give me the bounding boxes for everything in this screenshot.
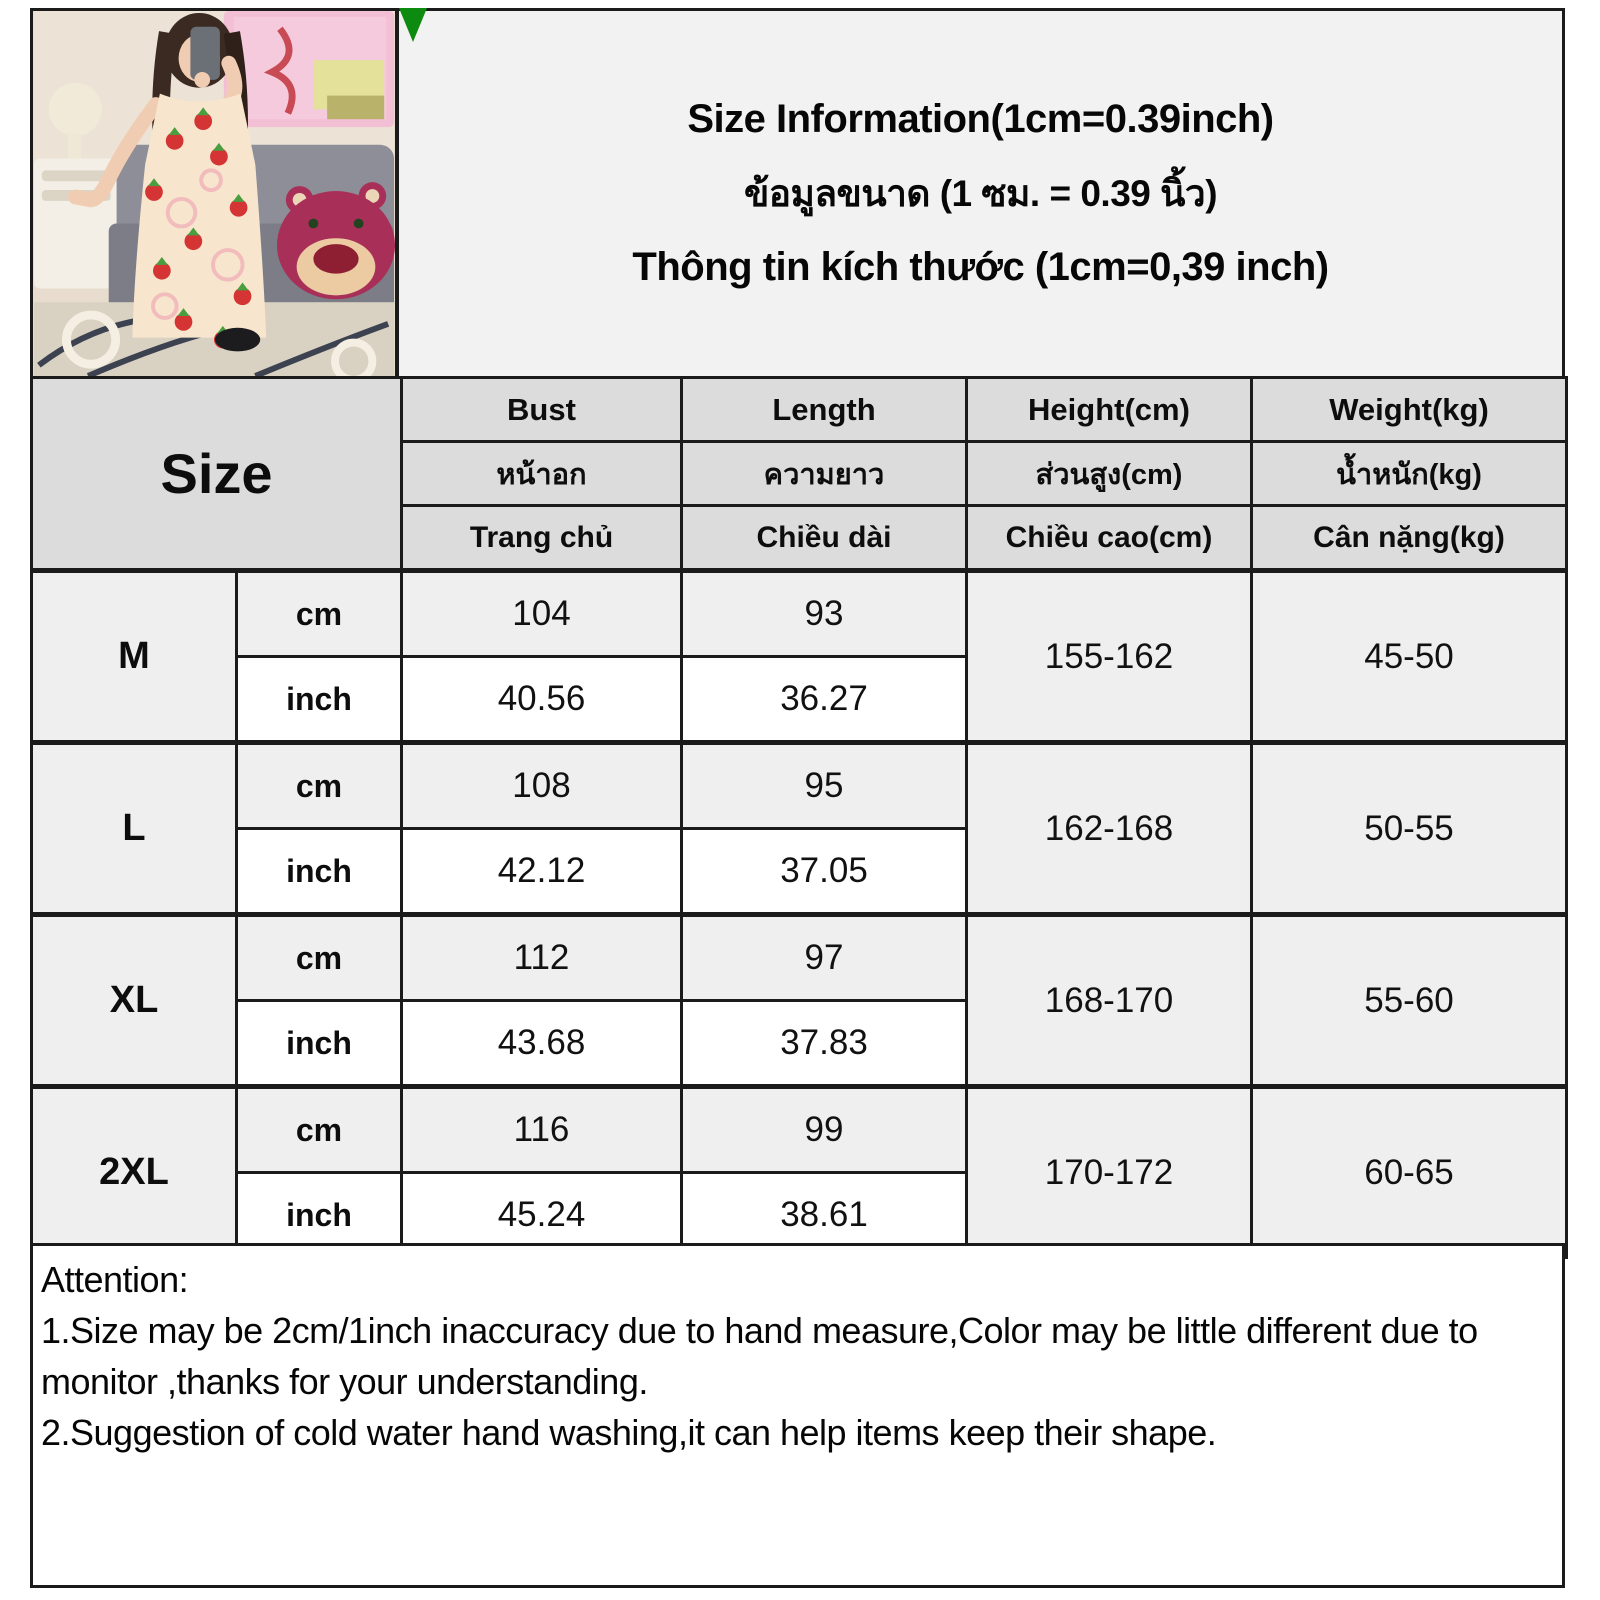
cell-l-height: 162-168 — [965, 740, 1253, 916]
header-height-vi: Chiều cao(cm) — [965, 504, 1253, 572]
cell-m-bust-inch: 40.56 — [400, 655, 683, 744]
cell-2xl-length-cm: 99 — [680, 1084, 968, 1174]
cell-m-bust-cm: 104 — [400, 568, 683, 658]
cell-2xl-weight: 60-65 — [1250, 1084, 1568, 1259]
header-weight-vi: Cân nặng(kg) — [1250, 504, 1568, 572]
cell-xl-height: 168-170 — [965, 912, 1253, 1088]
attention-note-1: 1.Size may be 2cm/1inch inaccuracy due t… — [41, 1310, 1478, 1402]
product-photo-illustration — [33, 11, 395, 376]
size-column-header: Size — [30, 376, 403, 572]
attention-heading: Attention: — [41, 1259, 189, 1300]
unit-inch-l: inch — [235, 827, 403, 916]
size-chart-table: Size Bust Length Height(cm) Weight(kg) ห… — [30, 376, 1568, 1259]
cell-xl-weight: 55-60 — [1250, 912, 1568, 1088]
cell-2xl-bust-cm: 116 — [400, 1084, 683, 1174]
cell-l-length-cm: 95 — [680, 740, 968, 830]
header-height-en: Height(cm) — [965, 376, 1253, 443]
row-label-l: L — [30, 740, 238, 916]
title-english: Size Information(1cm=0.39inch) — [687, 97, 1274, 141]
cell-m-height: 155-162 — [965, 568, 1253, 744]
header-bust-en: Bust — [400, 376, 683, 443]
header-height-th: ส่วนสูง(cm) — [965, 440, 1253, 507]
title-thai: ข้อมูลขนาด (1 ซม. = 0.39 นิ้ว) — [743, 173, 1218, 214]
cell-xl-bust-inch: 43.68 — [400, 999, 683, 1088]
row-label-m: M — [30, 568, 238, 744]
cell-l-weight: 50-55 — [1250, 740, 1568, 916]
header-length-th: ความยาว — [680, 440, 968, 507]
cell-xl-bust-cm: 112 — [400, 912, 683, 1002]
unit-inch-xl: inch — [235, 999, 403, 1088]
unit-cm-2xl: cm — [235, 1084, 403, 1174]
row-label-xl: XL — [30, 912, 238, 1088]
header-weight-th: น้ำหนัก(kg) — [1250, 440, 1568, 507]
cell-m-length-inch: 36.27 — [680, 655, 968, 744]
green-corner-marker-icon — [399, 8, 427, 42]
header-bust-th: หน้าอก — [400, 440, 683, 507]
header-length-en: Length — [680, 376, 968, 443]
header-length-vi: Chiều dài — [680, 504, 968, 572]
header-weight-en: Weight(kg) — [1250, 376, 1568, 443]
cell-l-length-inch: 37.05 — [680, 827, 968, 916]
cell-m-weight: 45-50 — [1250, 568, 1568, 744]
product-photo — [33, 11, 399, 376]
attention-section: Attention: 1.Size may be 2cm/1inch inacc… — [30, 1243, 1565, 1588]
cell-l-bust-inch: 42.12 — [400, 827, 683, 916]
title-vietnamese: Thông tin kích thước (1cm=0,39 inch) — [632, 245, 1329, 289]
header-bust-vi: Trang chủ — [400, 504, 683, 572]
cell-xl-length-cm: 97 — [680, 912, 968, 1002]
unit-inch-m: inch — [235, 655, 403, 744]
unit-cm-l: cm — [235, 740, 403, 830]
unit-cm-m: cm — [235, 568, 403, 658]
cell-2xl-height: 170-172 — [965, 1084, 1253, 1259]
row-label-2xl: 2XL — [30, 1084, 238, 1259]
title-block: Size Information(1cm=0.39inch) ข้อมูลขนา… — [399, 11, 1562, 376]
plush-bear — [276, 182, 395, 300]
model — [67, 12, 267, 352]
header-band: Size Information(1cm=0.39inch) ข้อมูลขนา… — [30, 8, 1565, 379]
unit-cm-xl: cm — [235, 912, 403, 1002]
cell-xl-length-inch: 37.83 — [680, 999, 968, 1088]
cell-l-bust-cm: 108 — [400, 740, 683, 830]
cell-m-length-cm: 93 — [680, 568, 968, 658]
attention-note-2: 2.Suggestion of cold water hand washing,… — [41, 1412, 1217, 1453]
